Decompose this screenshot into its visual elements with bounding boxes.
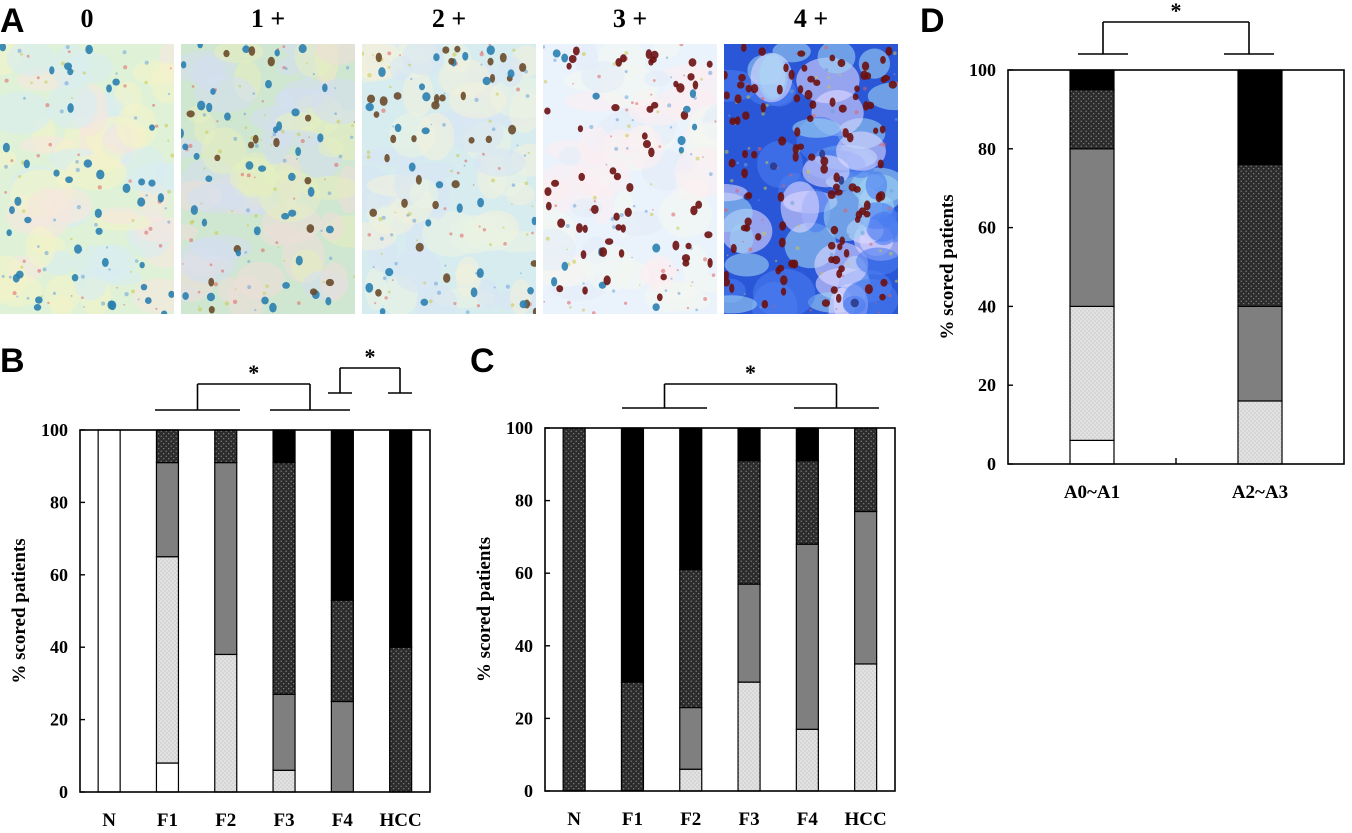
y-tick-label: 20 — [515, 708, 533, 728]
bar-segment-A2~A3-score-2+ — [1237, 305, 1283, 402]
x-tick-label: F4 — [332, 810, 354, 831]
score-label-1: 1 + — [250, 4, 286, 33]
y-tick-label: 0 — [987, 454, 996, 474]
x-tick-label: F1 — [157, 810, 178, 831]
panel-letter-b: B — [0, 342, 25, 380]
bar-segment-A0~A1-score-2+ — [1069, 148, 1115, 308]
x-tick-label: F2 — [215, 810, 236, 831]
x-tick-label: F3 — [738, 809, 759, 830]
x-tick-label: N — [102, 810, 116, 831]
chart-panel-c: N F1 F2 F3 F4 HCC 0 20 40 60 80 100 % scored patient… — [474, 360, 896, 830]
score-label-3: 3 + — [612, 4, 648, 33]
bar-segment-A0~A1-score-4+ — [1069, 69, 1115, 91]
y-tick-label: 60 — [50, 565, 68, 585]
significance-star: * — [248, 360, 259, 385]
y-tick-label: 80 — [515, 491, 533, 511]
plot-frame — [1007, 69, 1345, 465]
significance-star: * — [1171, 0, 1182, 23]
score-label-4: 4 + — [793, 4, 829, 33]
x-tick-label: N — [567, 809, 581, 830]
y-tick-label: 0 — [524, 781, 533, 801]
y-tick-label: 100 — [506, 418, 533, 438]
y-tick-label: 80 — [978, 139, 996, 159]
y-tick-label: 80 — [50, 492, 68, 512]
significance-bracket: * — [328, 344, 412, 394]
bar-segment-A2~A3-score-1+ — [1237, 400, 1283, 465]
y-tick-label: 20 — [978, 375, 996, 395]
micrograph-score-1 — [181, 44, 355, 314]
significance-bracket: * — [155, 360, 350, 411]
bar-segment-A2~A3-score-4+ — [1237, 69, 1283, 166]
y-axis-label: % scored patients — [474, 537, 495, 682]
significance-bracket: * — [622, 360, 879, 409]
bar-segment-A2~A3-score-3+ — [1237, 163, 1283, 307]
micrograph-score-2 — [362, 44, 536, 314]
y-tick-label: 100 — [969, 60, 996, 80]
significance-star: * — [745, 360, 756, 385]
chart-panel-b: N F1 F2 F3 F4 HCC 0 20 40 60 80 100 % scored patient… — [9, 344, 431, 831]
bar-segment-A0~A1-score-0 — [1069, 439, 1115, 465]
bar-segment-A0~A1-score-1+ — [1069, 305, 1115, 441]
significance-star: * — [365, 344, 376, 369]
y-tick-label: 60 — [515, 563, 533, 583]
x-tick-label: F2 — [680, 809, 701, 830]
panel-letter-a: A — [0, 2, 25, 40]
x-tick-label: HCC — [845, 809, 887, 830]
plot-frame — [79, 429, 431, 793]
y-tick-label: 0 — [59, 782, 68, 802]
y-tick-label: 100 — [41, 420, 68, 440]
y-tick-label: 60 — [978, 218, 996, 238]
score-label-2: 2 + — [431, 4, 467, 33]
micrograph-score-3 — [543, 44, 717, 314]
panel-letter-c: C — [470, 342, 495, 380]
y-tick-label: 40 — [50, 637, 68, 657]
significance-bracket: * — [1078, 0, 1274, 55]
y-axis-label: % scored patients — [9, 538, 30, 683]
y-axis-label: % scored patients — [937, 194, 958, 339]
x-tick-label: HCC — [380, 810, 422, 831]
x-tick-label: F3 — [273, 810, 294, 831]
bar-segment-A0~A1-score-3+ — [1069, 89, 1115, 150]
x-tick-label: F1 — [622, 809, 643, 830]
micrograph-score-4 — [724, 44, 898, 314]
y-tick-label: 20 — [50, 710, 68, 730]
plot-frame — [544, 427, 896, 792]
y-tick-label: 40 — [515, 636, 533, 656]
x-tick-label: A0~A1 — [1064, 482, 1120, 503]
x-tick-label: A2~A3 — [1232, 482, 1288, 503]
y-tick-label: 40 — [978, 296, 996, 316]
micrograph-score-0 — [0, 44, 174, 314]
score-label-0: 0 — [80, 4, 94, 33]
x-tick-label: F4 — [797, 809, 819, 830]
panel-letter-d: D — [920, 2, 945, 40]
